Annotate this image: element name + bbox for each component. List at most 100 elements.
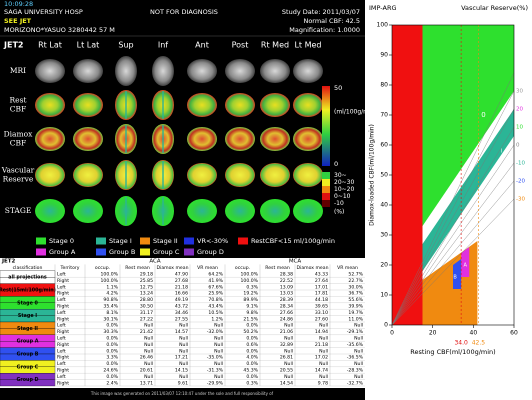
row-label: CBF (10, 139, 26, 148)
table-cell: Null (354, 361, 363, 367)
app-name: SEE JET (4, 17, 32, 25)
table-cell: Null (214, 342, 223, 348)
table-cell: Null (214, 348, 223, 354)
legend-swatch (36, 237, 46, 245)
scale-step (322, 193, 330, 200)
table-cell: 32.89 (280, 342, 293, 348)
legend-label: Stage II (153, 237, 178, 245)
table-cell: 1.1% (106, 284, 118, 290)
x-axis-label: Resting CBF(ml/100g/min) (410, 348, 495, 356)
table-cell: 17.01 (315, 284, 328, 290)
y-tick-label: 70 (380, 112, 388, 119)
region (453, 259, 462, 289)
table-cell: Left (57, 323, 66, 329)
vr-label: 20 (516, 107, 523, 113)
table-cell: 14.54 (280, 380, 293, 386)
brain-image (35, 93, 65, 117)
table-cell: 34.46 (175, 310, 188, 316)
scale-step-label: 30~ (334, 172, 347, 179)
table-cell: Null (179, 374, 188, 380)
vr-line (391, 180, 515, 326)
table-cell: 24.6% (103, 368, 118, 374)
scale-step (322, 200, 330, 207)
legend-swatch (184, 237, 194, 245)
table-cell: 13.71 (140, 380, 153, 386)
normal-cbf: Normal CBF: 42.5 (303, 17, 360, 25)
table-cell: 0.0% (246, 323, 258, 329)
column-label: occup. (95, 266, 110, 271)
table-cell: Null (214, 361, 223, 367)
brain-image (187, 59, 217, 83)
table-cell: 28.38 (280, 272, 293, 278)
table-cell: 27.68 (175, 278, 188, 284)
table-bg (0, 258, 365, 400)
view-label: Rt Lat (38, 41, 62, 50)
scale-step (322, 179, 330, 186)
brain-image (187, 163, 217, 187)
notice: NOT FOR DIAGNOSIS (150, 8, 218, 16)
brain-grid: JET2 Rt Lat Lt Lat Sup Inf Ant Post Rt Med Lt Me… (1, 41, 323, 226)
class-label: Group A (17, 339, 39, 345)
table-cell: Null (354, 374, 363, 380)
table-cell: 9.8% (246, 310, 258, 316)
table-cell: Null (179, 342, 188, 348)
table-cell: 27.55 (175, 316, 188, 322)
legend-label: Group C (153, 248, 180, 256)
brain-image (260, 93, 290, 117)
footer: This image was generated on 2011/03/07 1… (90, 391, 274, 396)
class-label: Group D (16, 377, 38, 383)
view-label: Ant (195, 41, 209, 50)
table-cell: Null (144, 336, 153, 342)
table-cell: 100.0% (100, 272, 118, 278)
table-cell: 0.3% (246, 284, 258, 290)
table-cell: 0.0% (106, 323, 118, 329)
table-cell: -29.1% (347, 329, 364, 335)
y-tick-label: 90 (380, 52, 388, 59)
table-cell: Null (144, 323, 153, 329)
table-cell: Null (144, 361, 153, 367)
table-cell: 28.80 (140, 297, 153, 303)
table-cell: 28.39 (280, 297, 293, 303)
table-cell: 11.0% (348, 316, 363, 322)
brain-image (225, 93, 255, 117)
table-cell: 67.6% (208, 284, 223, 290)
table-cell: 39.65 (315, 304, 328, 310)
view-label: Sup (118, 41, 133, 50)
table-cell: 30.1% (103, 316, 118, 322)
table-cell: 0.0% (106, 342, 118, 348)
table-cell: Null (319, 361, 328, 367)
group-label: ACA (149, 259, 161, 265)
brain-image (293, 127, 323, 151)
table-cell: Null (144, 374, 153, 380)
vr-label: 10 (516, 125, 523, 131)
table-cell: 19.2% (243, 291, 258, 297)
table-cell: Null (144, 342, 153, 348)
brain-image (35, 59, 65, 83)
table-cell: 31.17 (140, 310, 153, 316)
table-cell: 36.7% (348, 291, 363, 297)
table-cell: 14.57 (175, 329, 188, 335)
brain-image (225, 127, 255, 151)
table-cell: 21.5% (243, 316, 258, 322)
table-cell: 21.42 (140, 329, 153, 335)
table-cell: -32.7% (347, 380, 364, 386)
scale-top: 50 (334, 84, 342, 92)
table-cell: 16.66 (175, 291, 188, 297)
time: 10:09:28 (4, 0, 33, 8)
scale-step-label: 0~10 (334, 193, 351, 200)
vr-label: 30 (516, 89, 523, 95)
table-cell: 4.0% (246, 355, 258, 361)
table-cell: 26.46 (140, 355, 153, 361)
table-cell: Right (57, 329, 69, 335)
legend-label: Group A (49, 248, 76, 256)
table-cell: 10.5% (208, 310, 223, 316)
vr-line (391, 126, 515, 326)
vr-line (391, 90, 515, 326)
table-cell: 12.75 (140, 284, 153, 290)
table-cell: 9.1% (246, 304, 258, 310)
table-cell: Null (354, 323, 363, 329)
class-label: all projections (8, 275, 47, 281)
row-label: MRI (10, 66, 26, 75)
legend-label: Group B (109, 248, 135, 256)
